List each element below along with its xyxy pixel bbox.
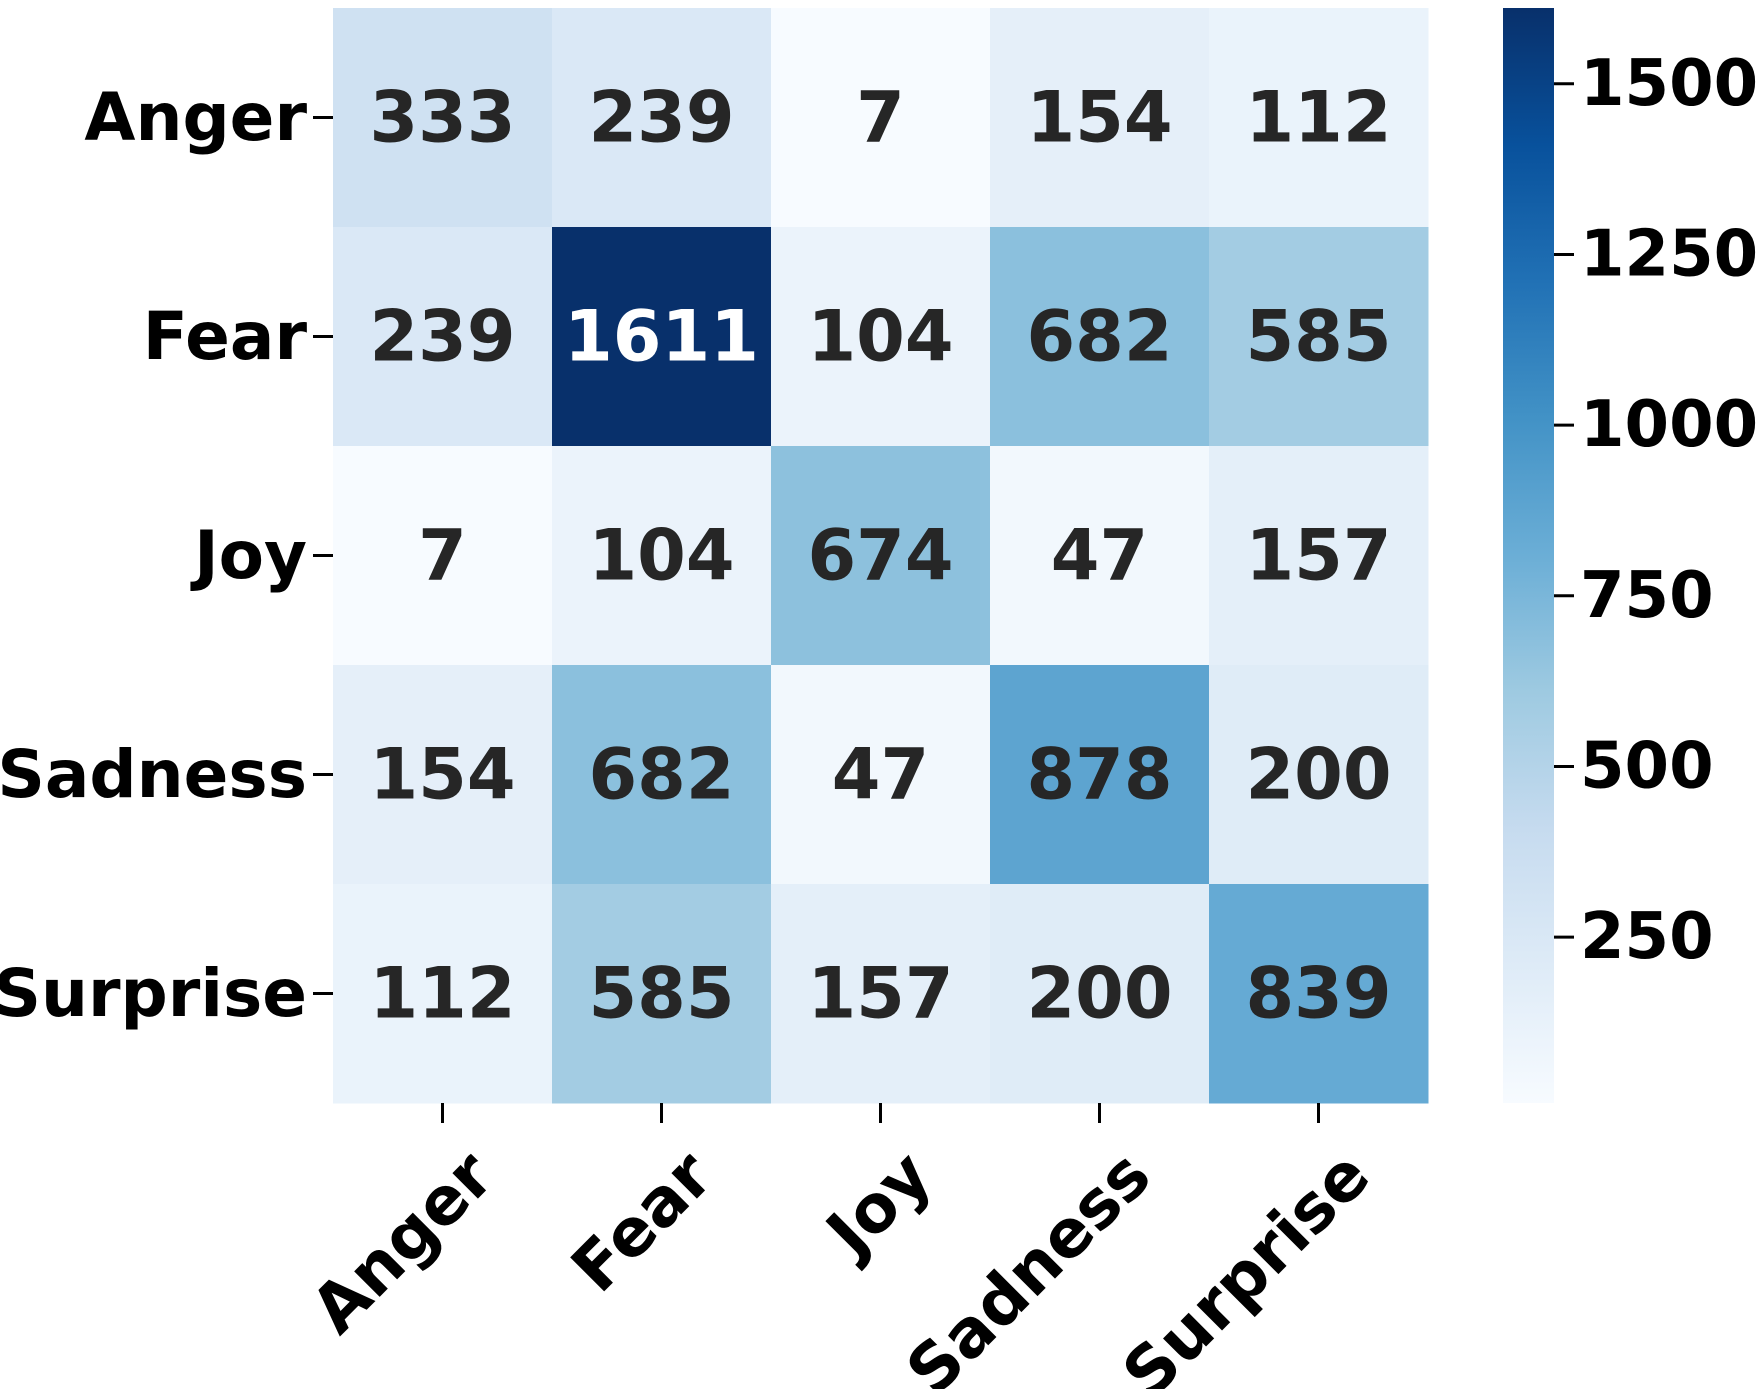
heatmap-cell	[1209, 227, 1429, 447]
heatmap-cell	[771, 665, 991, 885]
y-tick-label: Surprise	[0, 955, 307, 1032]
cell-value-label: 7	[418, 515, 467, 597]
x-tick-label: Fear	[557, 1136, 728, 1307]
y-axis: Anger Fear Joy Sadness Surprise	[0, 79, 333, 1032]
heatmap-cell	[552, 665, 772, 885]
cell-value-label: 154	[1026, 77, 1172, 159]
heatmap-cell	[333, 8, 553, 228]
colorbar-tick-label: 250	[1580, 900, 1714, 974]
colorbar-tick-label: 750	[1580, 559, 1714, 633]
cell-value-label: 839	[1245, 953, 1391, 1035]
cell-value-label: 1611	[564, 296, 759, 378]
cell-value-label: 200	[1026, 953, 1172, 1035]
cell-value-label: 112	[1245, 77, 1391, 159]
cell-value-label: 585	[1245, 296, 1391, 378]
cell-value-label: 7	[856, 77, 905, 159]
cell-value-label: 682	[588, 734, 734, 816]
cell-value-label: 674	[807, 515, 953, 597]
cell-value-label: 47	[1051, 515, 1148, 597]
y-tick-label: Fear	[143, 298, 308, 375]
y-tick-label: Sadness	[0, 736, 307, 813]
cell-value-label: 239	[369, 296, 515, 378]
heatmap-cell	[1209, 8, 1429, 228]
cell-value-label: 157	[807, 953, 953, 1035]
heatmap-cell	[771, 8, 991, 228]
colorbar-gradient	[1503, 8, 1554, 1103]
colorbar: 250 500 750 1000 1250 1500	[1503, 8, 1758, 1103]
colorbar-tick-label: 1250	[1580, 217, 1758, 291]
x-tick-label: Anger	[296, 1136, 508, 1348]
heatmap-cell	[990, 8, 1210, 228]
cell-value-label: 333	[369, 77, 515, 159]
heatmap-cell	[771, 884, 991, 1104]
heatmap-cells	[333, 8, 1429, 1104]
cell-value-label: 239	[588, 77, 734, 159]
cell-value-label: 682	[1026, 296, 1172, 378]
heatmap-cell	[333, 884, 553, 1104]
colorbar-tick-label: 500	[1580, 729, 1714, 803]
heatmap-cell	[333, 446, 553, 666]
heatmap-cell	[990, 446, 1210, 666]
heatmap-cell	[552, 884, 772, 1104]
heatmap-cell	[990, 665, 1210, 885]
cell-value-label: 878	[1026, 734, 1172, 816]
heatmap-cell-labels: 333 239 7 154 112 239 1611 104 682 585 7 104 674 47 15…	[369, 77, 1391, 1035]
cell-value-label: 104	[588, 515, 734, 597]
colorbar-tick-label: 1000	[1580, 388, 1758, 462]
heatmap-cell	[771, 227, 991, 447]
x-tick-label: Surprise	[1108, 1136, 1384, 1389]
heatmap-cell	[990, 227, 1210, 447]
heatmap-cell	[1209, 665, 1429, 885]
cell-value-label: 112	[369, 953, 515, 1035]
x-tick-label: Joy	[809, 1136, 946, 1273]
y-tick-label: Joy	[190, 517, 307, 594]
heatmap-cell	[552, 227, 772, 447]
heatmap-cell	[771, 446, 991, 666]
cell-value-label: 154	[369, 734, 515, 816]
heatmap-cell	[333, 227, 553, 447]
cell-value-label: 200	[1245, 734, 1391, 816]
heatmap-cell	[990, 884, 1210, 1104]
heatmap-cell	[552, 8, 772, 228]
heatmap-cell	[1209, 446, 1429, 666]
cell-value-label: 157	[1245, 515, 1391, 597]
colorbar-tick-label: 1500	[1580, 47, 1758, 121]
heatmap-cell	[552, 446, 772, 666]
cell-value-label: 585	[588, 953, 734, 1035]
cell-value-label: 47	[832, 734, 929, 816]
heatmap-cell	[1209, 884, 1429, 1104]
cell-value-label: 104	[807, 296, 953, 378]
heatmap-cell	[333, 665, 553, 885]
y-tick-label: Anger	[84, 79, 307, 156]
